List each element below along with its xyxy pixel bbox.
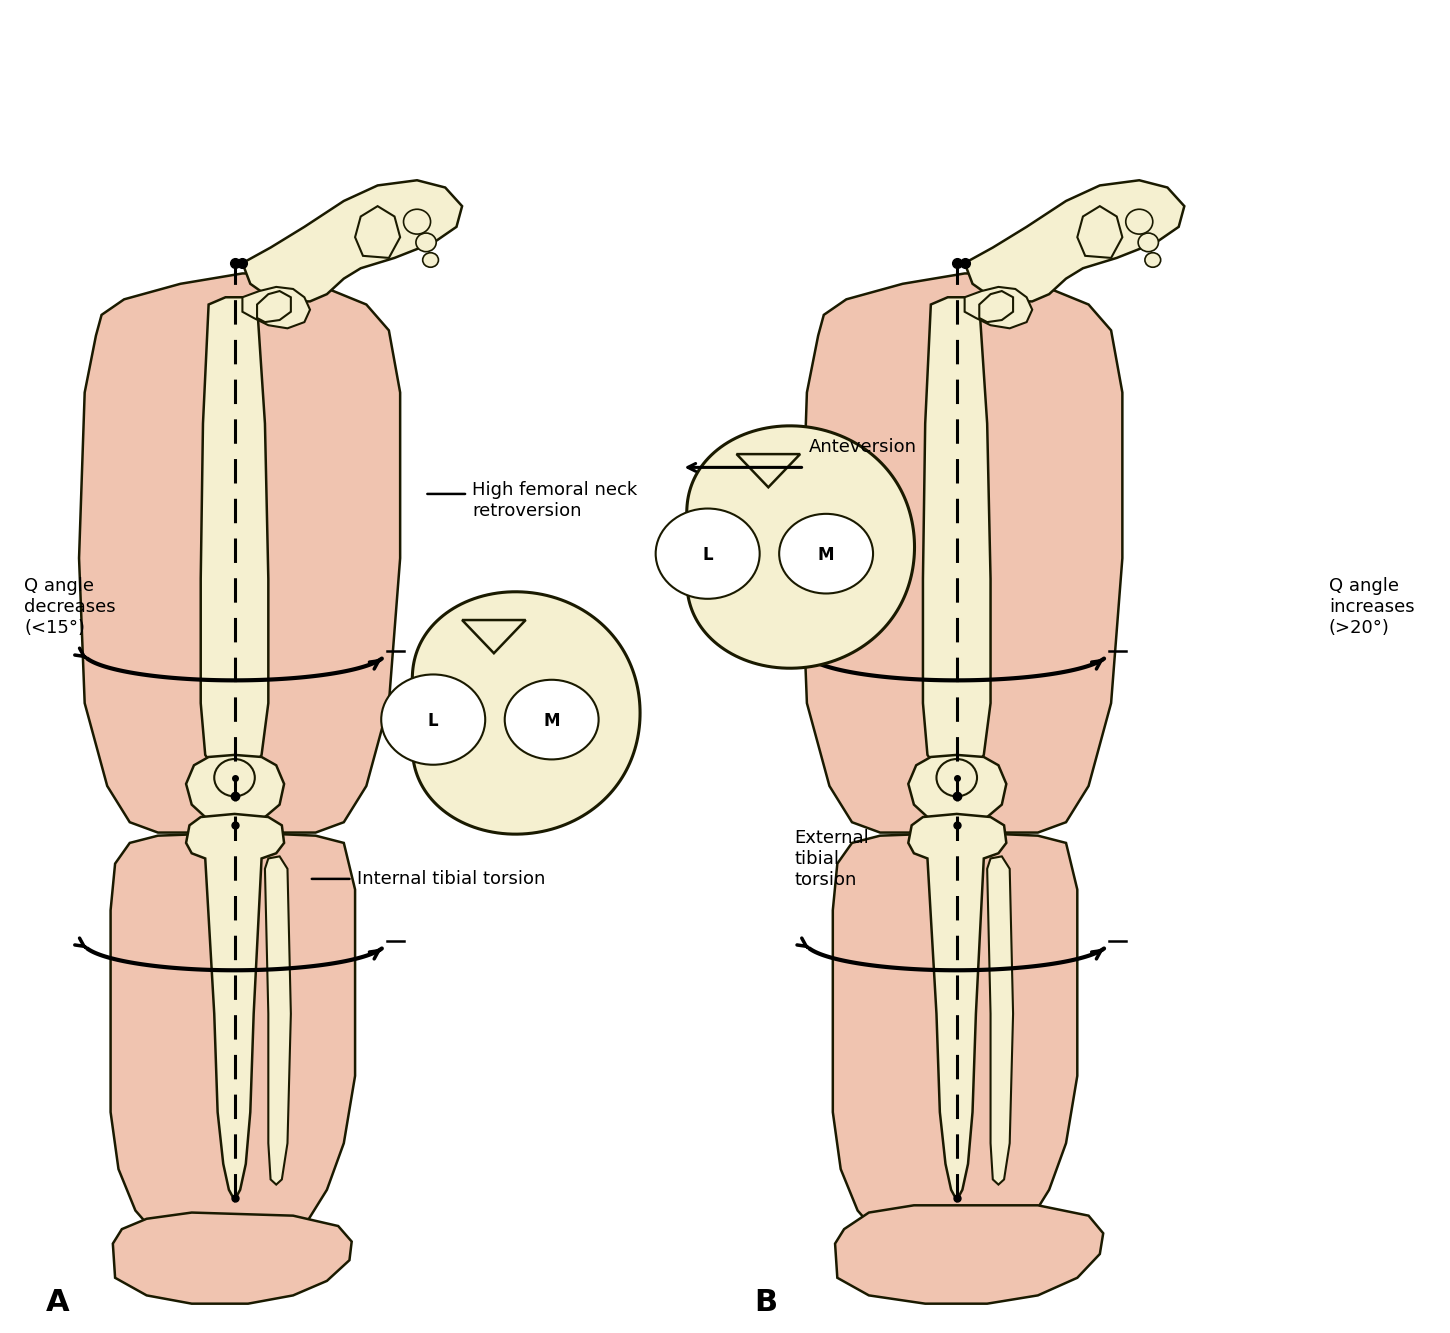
Polygon shape [200,297,268,781]
Text: L: L [428,712,438,730]
Polygon shape [687,425,915,668]
Polygon shape [964,287,1032,328]
Polygon shape [737,455,800,488]
Circle shape [937,758,977,796]
Polygon shape [242,180,463,301]
Text: M: M [818,547,834,564]
Polygon shape [924,297,990,781]
Polygon shape [987,856,1014,1185]
Circle shape [215,758,255,796]
Polygon shape [186,754,284,822]
Text: High femoral neck
retroversion: High femoral neck retroversion [473,481,638,520]
Circle shape [416,233,436,252]
Polygon shape [80,273,400,833]
Ellipse shape [381,674,486,765]
Polygon shape [186,814,284,1200]
Polygon shape [113,1213,352,1304]
Ellipse shape [655,508,760,599]
Text: L: L [702,547,713,564]
Text: Internal tibial torsion: Internal tibial torsion [357,870,545,888]
Circle shape [1125,209,1153,235]
Polygon shape [1077,207,1122,257]
Circle shape [1138,233,1159,252]
Text: Q angle
decreases
(<15°): Q angle decreases (<15°) [25,577,116,637]
Text: External
tibial
torsion: External tibial torsion [795,829,869,889]
Text: Q angle
increases
(>20°): Q angle increases (>20°) [1328,577,1414,637]
Polygon shape [964,180,1185,301]
Text: Anteversion: Anteversion [809,439,916,456]
Circle shape [423,253,438,267]
Polygon shape [355,207,400,257]
Circle shape [1146,253,1160,267]
Text: A: A [46,1288,70,1317]
Polygon shape [835,1205,1103,1304]
Polygon shape [265,856,291,1185]
Polygon shape [242,287,310,328]
Polygon shape [908,754,1006,822]
Polygon shape [463,620,526,653]
Text: B: B [754,1288,777,1317]
Polygon shape [802,273,1122,833]
Polygon shape [908,814,1006,1200]
Circle shape [403,209,431,235]
Polygon shape [979,291,1014,323]
Ellipse shape [779,513,873,593]
Polygon shape [110,833,355,1264]
Polygon shape [412,592,639,834]
Polygon shape [257,291,291,323]
Ellipse shape [505,680,599,760]
Text: M: M [544,712,560,730]
Polygon shape [832,833,1077,1264]
